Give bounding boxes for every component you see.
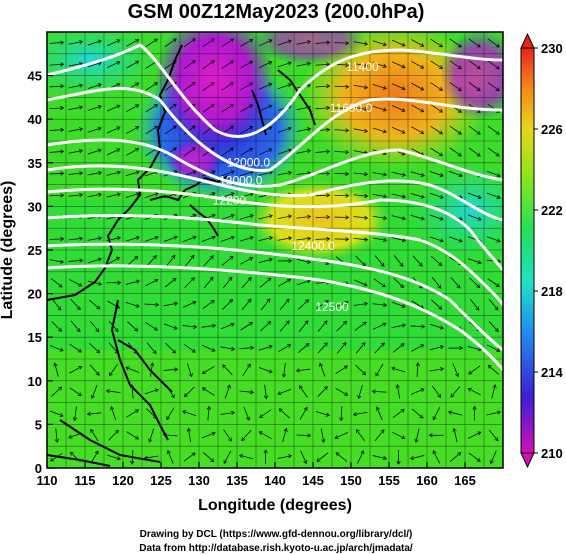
y-tick-label: 30 xyxy=(28,199,42,214)
y-tick-label: 0 xyxy=(35,461,42,476)
x-tick-label: 115 xyxy=(75,473,96,488)
y-tick-label: 5 xyxy=(35,417,42,432)
colorbar-ticks: 210 214 218 222 226 230 xyxy=(534,41,563,461)
colorbar-tick-label: 214 xyxy=(541,365,563,380)
coastlines xyxy=(47,44,316,467)
x-tick-label: 160 xyxy=(416,473,438,488)
grid-lines xyxy=(47,32,503,468)
x-tick-label: 145 xyxy=(302,473,324,488)
colorbar-gradient xyxy=(520,47,535,454)
colorbar-bottom-arrow xyxy=(520,452,535,469)
chart-title: GSM 00Z12May2023 (200.0hPa) xyxy=(128,1,425,23)
contour-label: 12200 xyxy=(213,194,247,208)
contour-label: 12500 xyxy=(315,300,349,314)
credit-drawing: Drawing by DCL (https://www.gfd-dennou.o… xyxy=(140,529,413,540)
colorbar-tick-label: 226 xyxy=(541,122,563,137)
colorbar-tick-label: 218 xyxy=(541,284,563,299)
x-tick-label: 125 xyxy=(150,473,172,488)
credit-data: Data from http://database.rish.kyoto-u.a… xyxy=(139,543,413,554)
contour-labels: 12000.0 12000.0 12200 12400.0 12500 11600.0 11… xyxy=(213,60,379,314)
x-tick-label: 165 xyxy=(454,473,476,488)
y-axis: 0 5 10 15 20 25 30 35 40 45 xyxy=(28,69,53,476)
cyan-region-east xyxy=(410,160,503,260)
y-tick-label: 40 xyxy=(28,112,42,127)
y-tick-label: 25 xyxy=(28,243,42,258)
colorbar-top-arrow xyxy=(520,32,535,49)
x-tick-label: 150 xyxy=(340,473,362,488)
x-tick-label: 120 xyxy=(112,473,134,488)
x-tick-label: 155 xyxy=(378,473,400,488)
x-axis-label: Longitude (degrees) xyxy=(198,497,352,514)
y-tick-label: 15 xyxy=(28,330,42,345)
temperature-field: 12000.0 12000.0 12200 12400.0 12500 11600.0 11… xyxy=(47,32,503,468)
x-tick-label: 135 xyxy=(226,473,248,488)
y-tick-label: 10 xyxy=(28,374,42,389)
purple-region-north xyxy=(255,32,365,65)
contour-label: 11400 xyxy=(346,60,379,74)
y-tick-label: 45 xyxy=(28,69,42,84)
contour-label: 12000.0 xyxy=(227,155,271,169)
x-tick-label: 110 xyxy=(37,473,58,488)
colorbar-tick-label: 222 xyxy=(541,203,563,218)
y-tick-label: 20 xyxy=(28,287,42,302)
contour-label: 11600.0 xyxy=(330,101,373,115)
colorbar: 210 214 218 222 226 230 xyxy=(520,32,563,469)
y-tick-label: 35 xyxy=(28,156,42,171)
contour-label: 12000.0 xyxy=(219,174,263,188)
y-axis-label: Latitude (degrees) xyxy=(0,181,16,320)
x-tick-label: 130 xyxy=(188,473,210,488)
colorbar-tick-label: 210 xyxy=(541,446,563,461)
magenta-region-trough xyxy=(155,32,275,150)
height-contours xyxy=(47,43,503,371)
x-tick-label: 140 xyxy=(264,473,286,488)
x-axis: 110 115 120 125 130 135 140 145 150 155 160 165 xyxy=(37,462,476,488)
yellow-region-ridge xyxy=(250,180,390,260)
colorbar-tick-label: 230 xyxy=(541,41,563,56)
contour-label: 12400.0 xyxy=(291,239,335,253)
